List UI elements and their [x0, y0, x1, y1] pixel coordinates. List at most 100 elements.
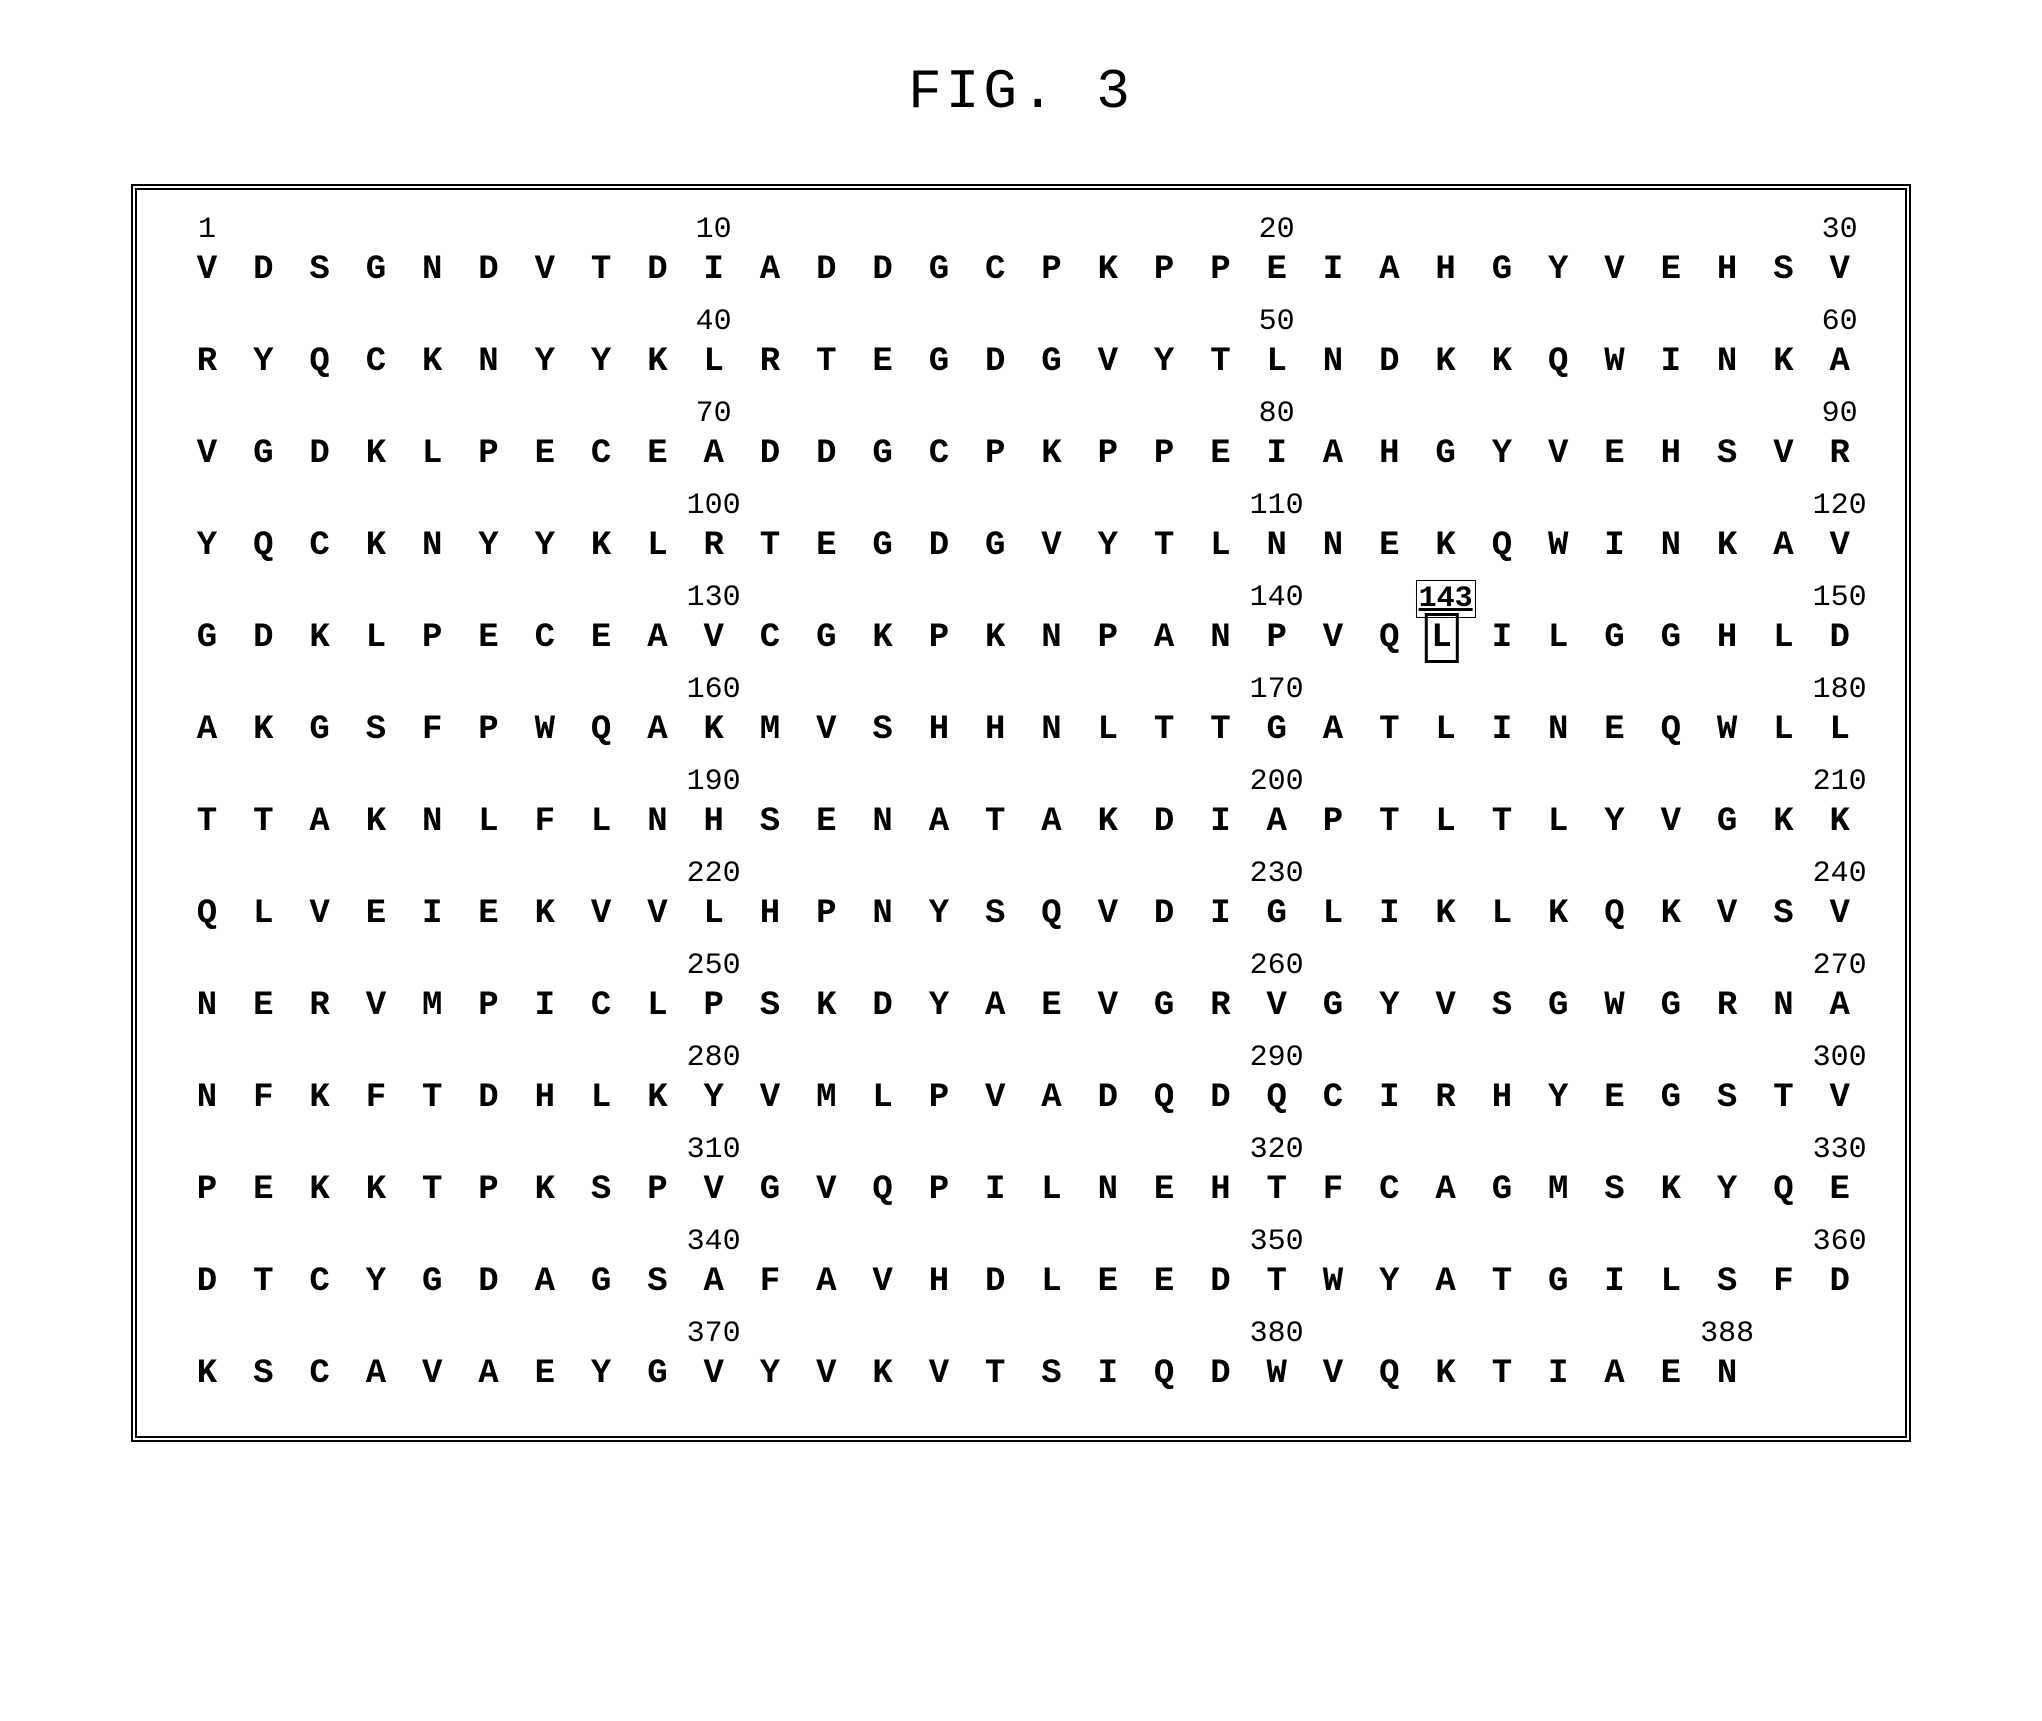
position-number-row: 310320330 [177, 1132, 1865, 1168]
residue: K [816, 984, 836, 1028]
residue: I [1492, 616, 1512, 660]
residue: C [309, 1352, 329, 1396]
residue: I [1210, 892, 1230, 936]
residue: S [253, 1352, 273, 1396]
residue: A [197, 708, 217, 752]
residue: S [309, 248, 329, 292]
residue: R [703, 524, 723, 568]
residue: V [872, 1260, 892, 1304]
residue: P [929, 1076, 949, 1120]
residue: G [872, 432, 892, 476]
residue: E [1661, 248, 1681, 292]
residue: E [366, 892, 386, 936]
residue: N [1323, 340, 1343, 384]
residue: L [253, 892, 273, 936]
residue: D [1154, 892, 1174, 936]
residue: A [703, 432, 723, 476]
residue: A [1435, 1260, 1455, 1304]
residue: H [1717, 616, 1737, 660]
residue: M [422, 984, 442, 1028]
residue: N [872, 892, 892, 936]
residue: K [1661, 1168, 1681, 1212]
position-number-row: 190200210 [177, 764, 1865, 800]
residue: Q [1154, 1076, 1174, 1120]
residue: K [366, 1168, 386, 1212]
residue: C [309, 1260, 329, 1304]
residue: T [1210, 340, 1230, 384]
residue: V [816, 1352, 836, 1396]
residue: N [197, 984, 217, 1028]
position-number: 160 [687, 672, 741, 708]
residue: K [309, 1076, 329, 1120]
residue: K [535, 892, 555, 936]
residue: N [1717, 340, 1737, 384]
residue: Q [1773, 1168, 1793, 1212]
residue: E [1210, 432, 1230, 476]
position-number: 370 [687, 1316, 741, 1352]
residue: E [1379, 524, 1399, 568]
residue: P [929, 1168, 949, 1212]
residue: Q [872, 1168, 892, 1212]
residue: K [872, 616, 892, 660]
residue: V [1717, 892, 1737, 936]
position-number: 200 [1250, 764, 1304, 800]
residue: Y [703, 1076, 723, 1120]
residue: N [1548, 708, 1568, 752]
residue: Y [366, 1260, 386, 1304]
residue: P [816, 892, 836, 936]
residue: H [1379, 432, 1399, 476]
residue: C [591, 432, 611, 476]
residue: A [1379, 248, 1399, 292]
sequence-block: 340350360DTCYGDAGSAFAVHDLEEDTWYATGILSFD [177, 1224, 1865, 1304]
residue: C [985, 248, 1005, 292]
residue: N [197, 1076, 217, 1120]
residue: L [703, 892, 723, 936]
position-number: 150 [1813, 580, 1867, 616]
residue: G [985, 524, 1005, 568]
residue: P [478, 432, 498, 476]
residue: I [1210, 800, 1230, 844]
position-number-row: 708090 [177, 396, 1865, 432]
residue: T [1266, 1260, 1286, 1304]
residue: I [985, 1168, 1005, 1212]
position-number-row: 130140150143 [177, 580, 1865, 616]
residue: Y [929, 984, 949, 1028]
residue: I [1661, 340, 1681, 384]
residue: K [1435, 1352, 1455, 1396]
residue: K [1041, 432, 1061, 476]
position-number-row: 340350360 [177, 1224, 1865, 1260]
residue: A [647, 708, 667, 752]
residue: K [1492, 340, 1512, 384]
residue: Q [1548, 340, 1568, 384]
position-number: 110 [1250, 488, 1304, 524]
residue: E [1829, 1168, 1849, 1212]
residue: Q [253, 524, 273, 568]
residue: G [1435, 432, 1455, 476]
residue: V [1098, 892, 1118, 936]
residue: A [1041, 800, 1061, 844]
residue: F [760, 1260, 780, 1304]
residue: V [1829, 1076, 1849, 1120]
residue: E [816, 524, 836, 568]
residue: G [760, 1168, 780, 1212]
sequence-block: 310320330PEKKTPKSPVGVQPILNEHTFCAGMSKYQE [177, 1132, 1865, 1212]
residue: L [1041, 1260, 1061, 1304]
position-number: 300 [1813, 1040, 1867, 1076]
residue: T [1154, 708, 1174, 752]
residue: I [1379, 892, 1399, 936]
residue: V [1661, 800, 1681, 844]
residue: H [929, 1260, 949, 1304]
residue: H [1210, 1168, 1230, 1212]
residue: L [1548, 800, 1568, 844]
position-number: 80 [1259, 396, 1295, 432]
residue: T [1154, 524, 1174, 568]
residue: H [929, 708, 949, 752]
residue: K [1435, 892, 1455, 936]
residue: H [535, 1076, 555, 1120]
residue: P [422, 616, 442, 660]
residue: K [197, 1352, 217, 1396]
residue: K [1717, 524, 1737, 568]
position-number: 60 [1822, 304, 1858, 340]
residue: V [1829, 892, 1849, 936]
residue: I [1266, 432, 1286, 476]
